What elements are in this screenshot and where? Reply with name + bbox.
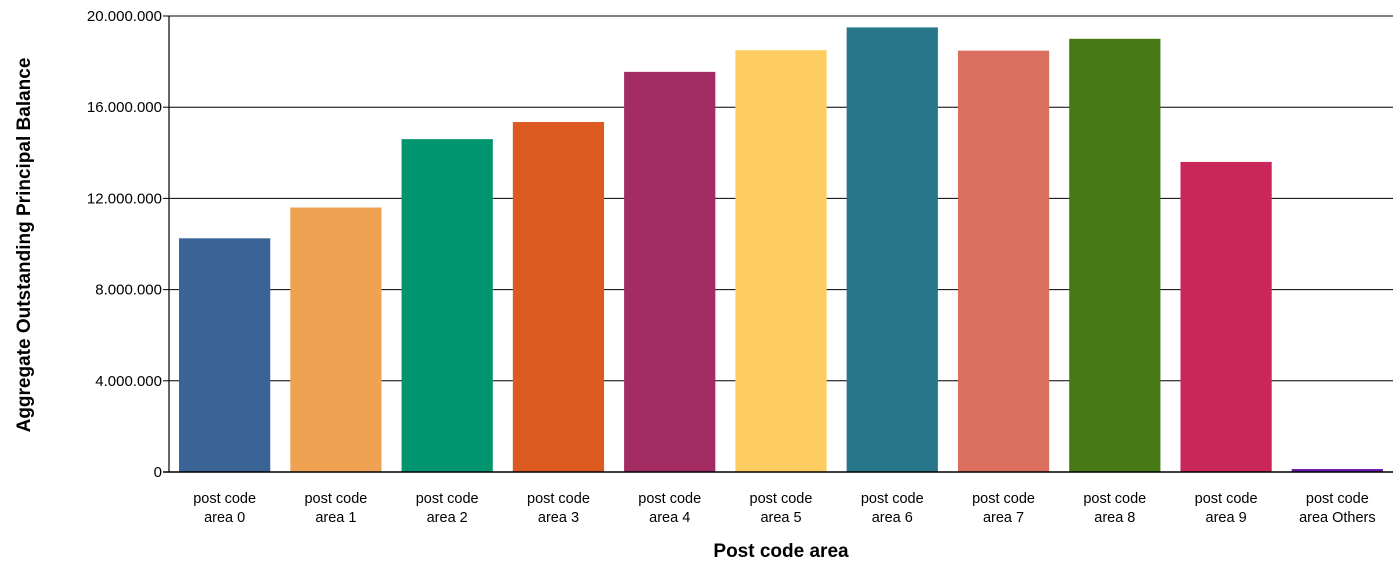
x-tick-label-line: post code [1195, 491, 1258, 507]
bar [512, 122, 605, 473]
x-tick-label: post code area 8 [1083, 491, 1146, 526]
y-tick-label: 8.000.000 [95, 282, 162, 299]
x-tick-label: post code area 7 [972, 491, 1035, 526]
bar [1180, 161, 1272, 473]
x-tick-label-line: area 2 [427, 510, 468, 526]
x-tick-label: post code area 9 [1195, 491, 1258, 526]
y-tick-label: 0 [154, 464, 162, 481]
x-axis-title: Post code area [713, 541, 849, 562]
bar [1069, 38, 1161, 473]
bar [179, 238, 271, 472]
y-tick-labels: 0 4.000.000 8.000.000 12.000.000 16.000.000 2… [87, 8, 162, 481]
bars [179, 27, 1383, 473]
x-tick-label-line: post code [750, 491, 813, 507]
y-tick-label: 16.000.000 [87, 99, 162, 116]
y-axis-title: Aggregate Outstanding Principal Balance [14, 58, 35, 433]
x-tick-label-line: post code [1083, 491, 1146, 507]
x-tick-labels: post code area 0 post code area 1 post code a… [193, 491, 1375, 526]
bar [735, 50, 827, 472]
x-tick-label: post code area 1 [304, 491, 367, 526]
bar [290, 207, 382, 472]
x-tick-label: post code area 6 [861, 491, 924, 526]
bar [957, 50, 1050, 472]
bar [846, 27, 938, 473]
x-tick-label-line: area 5 [760, 510, 801, 526]
x-tick-label: post code area 4 [638, 491, 701, 526]
x-tick-label-line: area Others [1299, 510, 1376, 526]
x-tick-label-line: area 8 [1094, 510, 1135, 526]
axes [163, 15, 1393, 473]
x-tick-label-line: post code [861, 491, 924, 507]
x-tick-label-line: area 4 [649, 510, 690, 526]
y-tick-label: 20.000.000 [87, 8, 162, 25]
x-tick-label-line: post code [638, 491, 701, 507]
x-tick-label-line: post code [193, 491, 256, 507]
x-tick-label-line: area 7 [983, 510, 1024, 526]
x-tick-label-line: post code [416, 491, 479, 507]
x-tick-label-line: post code [527, 491, 590, 507]
x-tick-label: post code area 3 [527, 491, 590, 526]
x-tick-label: post code area 2 [416, 491, 479, 526]
x-tick-label-line: post code [1306, 491, 1369, 507]
x-tick-label-line: area 6 [872, 510, 913, 526]
x-tick-label: post code area Others [1299, 491, 1376, 526]
x-tick-label: post code area 0 [193, 491, 256, 526]
x-tick-label-line: post code [972, 491, 1035, 507]
y-tick-label: 12.000.000 [87, 190, 162, 207]
x-tick-label-line: post code [304, 491, 367, 507]
y-tick-label: 4.000.000 [95, 373, 162, 390]
x-tick-label-line: area 0 [204, 510, 245, 526]
x-tick-label-line: area 9 [1206, 510, 1247, 526]
x-tick-label-line: area 3 [538, 510, 579, 526]
bar [401, 139, 493, 472]
x-tick-label-line: area 1 [315, 510, 356, 526]
bar [624, 71, 716, 473]
x-tick-label: post code area 5 [750, 491, 813, 526]
bar [1291, 469, 1383, 472]
